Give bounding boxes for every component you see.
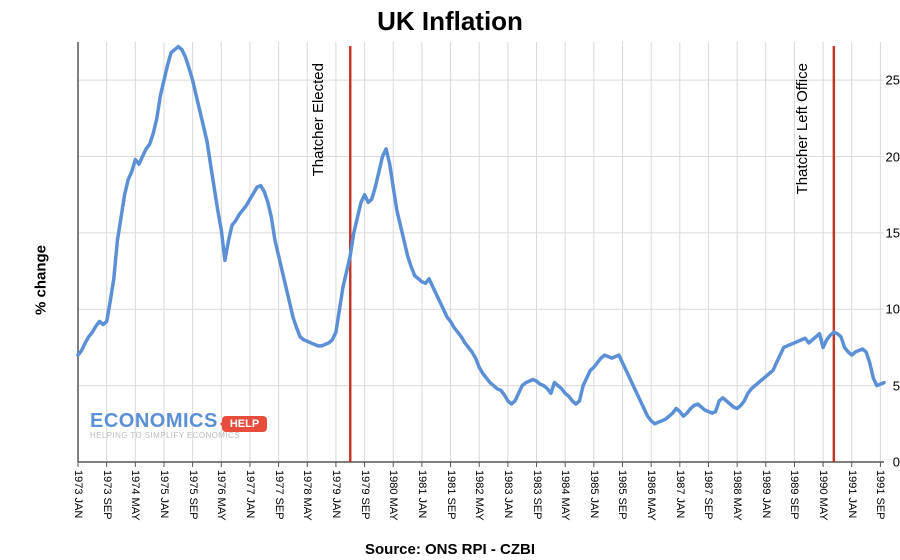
x-tick-label: 1981 SEP <box>445 470 457 520</box>
x-tick-label: 1977 SEP <box>273 470 285 520</box>
logo-watermark: ECONOMICSHELP HELPING TO SIMPLIFY ECONOM… <box>90 410 267 440</box>
logo-subtitle: HELPING TO SIMPLIFY ECONOMICS <box>90 431 267 440</box>
x-tick-label: 1973 JAN <box>72 470 84 518</box>
x-tick-label: 1983 JAN <box>502 470 514 518</box>
x-tick-label: 1991 JAN <box>846 470 858 518</box>
x-tick-label: 1979 JAN <box>330 470 342 518</box>
x-tick-label: 1973 SEP <box>101 470 113 520</box>
x-tick-label: 1987 JAN <box>674 470 686 518</box>
y-tick-label: 0 <box>832 455 900 470</box>
y-tick-label: 5 <box>832 378 900 393</box>
x-tick-label: 1975 JAN <box>158 470 170 518</box>
x-tick-label: 1976 MAY <box>215 470 227 521</box>
x-tick-label: 1990 MAY <box>817 470 829 521</box>
logo-tag: HELP <box>222 416 267 432</box>
x-tick-label: 1989 SEP <box>788 470 800 520</box>
x-tick-label: 1986 MAY <box>645 470 657 521</box>
y-tick-label: 20 <box>832 149 900 164</box>
x-tick-label: 1981 JAN <box>416 470 428 518</box>
x-tick-label: 1984 MAY <box>559 470 571 521</box>
x-tick-label: 1991 SEP <box>874 470 886 520</box>
y-tick-label: 15 <box>832 225 900 240</box>
x-tick-label: 1980 MAY <box>387 470 399 521</box>
x-tick-label: 1975 SEP <box>187 470 199 520</box>
x-tick-label: 1979 SEP <box>359 470 371 520</box>
x-tick-label: 1989 JAN <box>760 470 772 518</box>
logo-word1: ECONOMICS <box>90 410 218 432</box>
x-tick-label: 1977 JAN <box>244 470 256 518</box>
y-tick-label: 10 <box>832 302 900 317</box>
x-tick-label: 1983 SEP <box>531 470 543 520</box>
x-tick-label: 1978 MAY <box>301 470 313 521</box>
event-label: Thatcher Left Office <box>794 63 811 194</box>
y-tick-label: 25 <box>832 73 900 88</box>
x-tick-label: 1985 SEP <box>616 470 628 520</box>
x-tick-label: 1985 JAN <box>588 470 600 518</box>
x-tick-label: 1988 MAY <box>731 470 743 521</box>
x-tick-label: 1987 SEP <box>702 470 714 520</box>
event-label: Thatcher Elected <box>310 63 327 176</box>
x-tick-label: 1982 MAY <box>473 470 485 521</box>
x-tick-label: 1974 MAY <box>129 470 141 521</box>
